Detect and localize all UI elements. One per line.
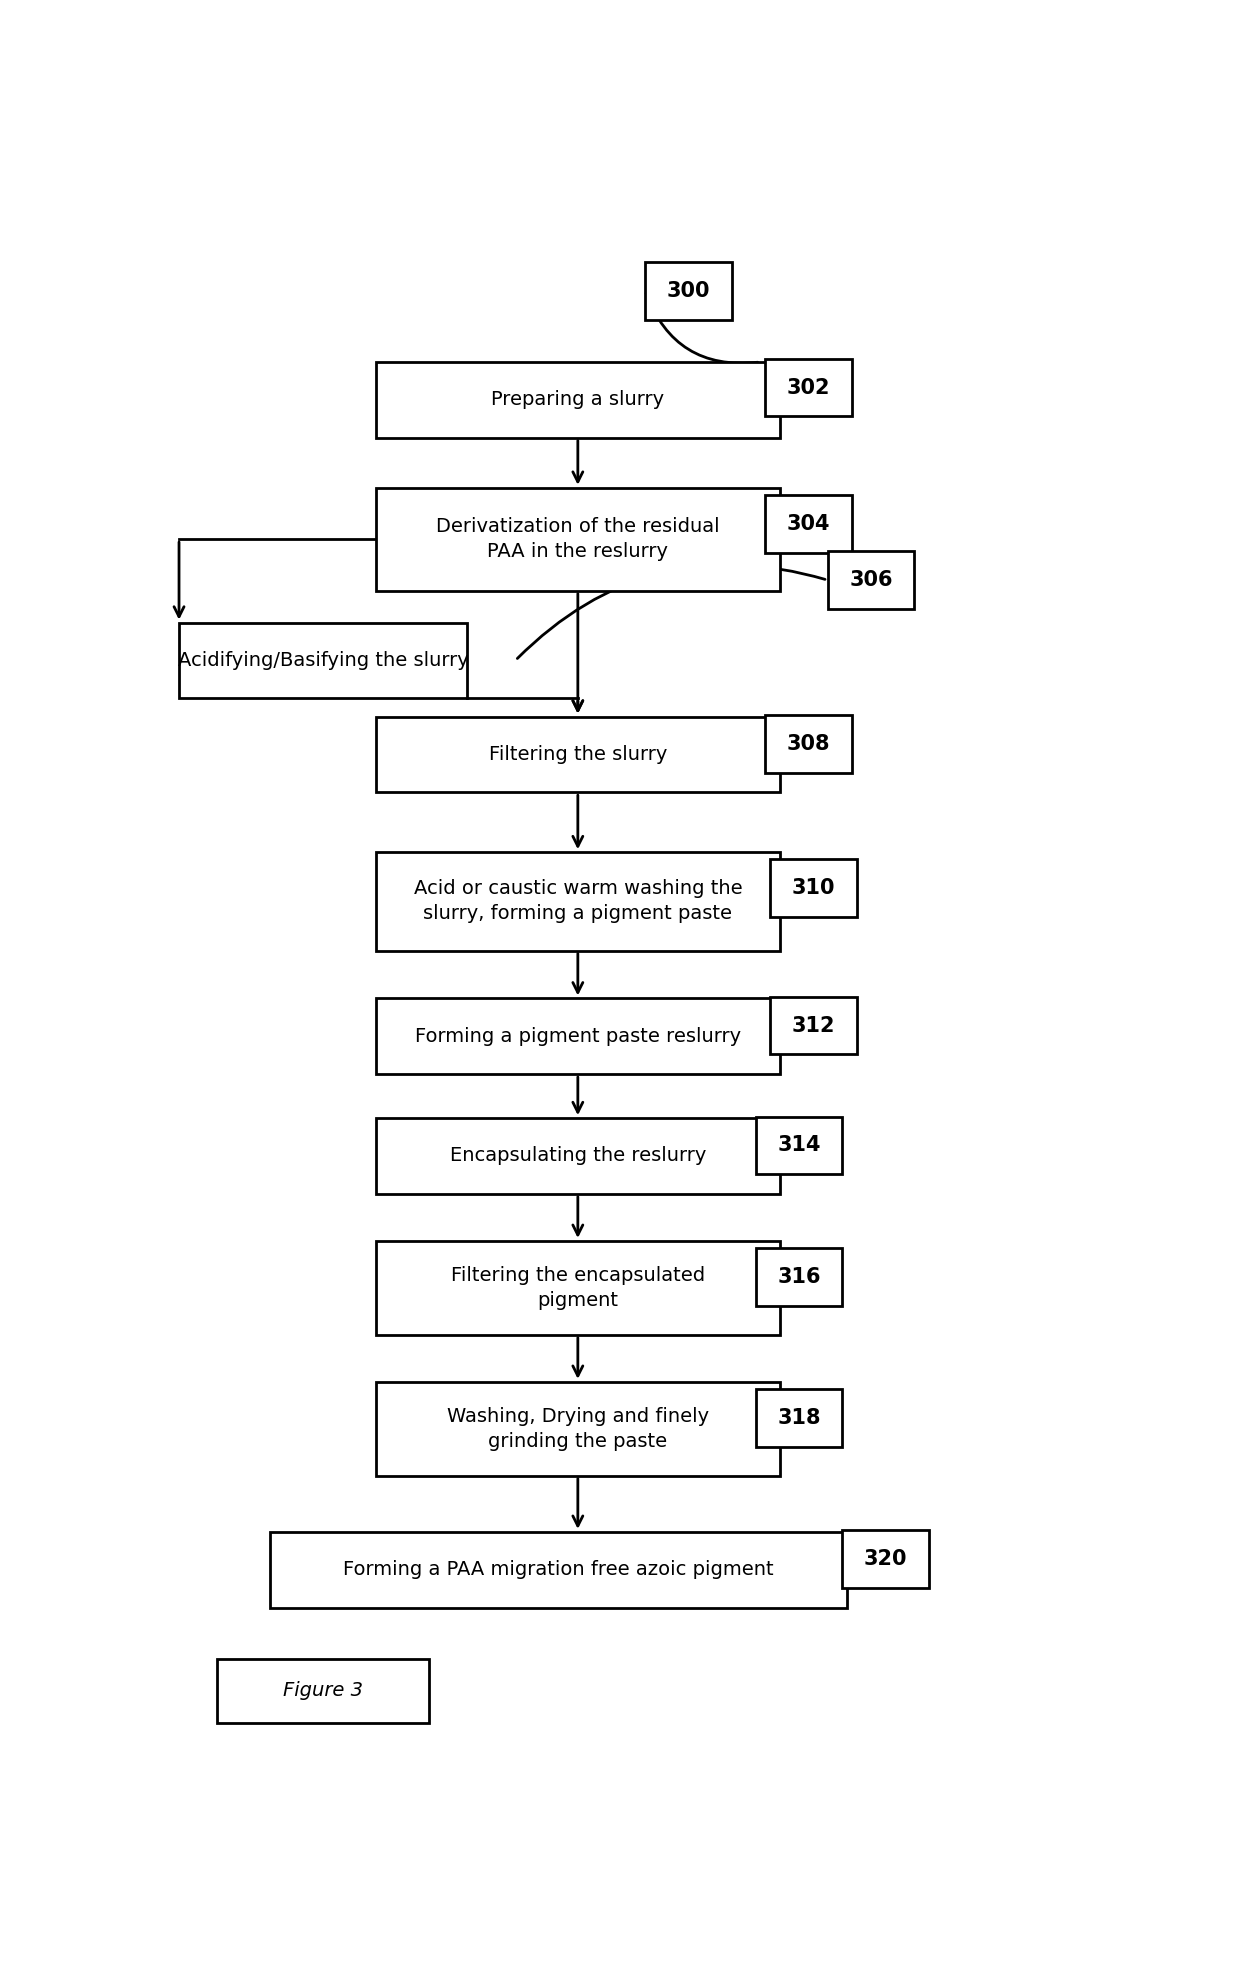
Text: 308: 308 — [786, 734, 831, 754]
Text: Washing, Drying and finely
grinding the paste: Washing, Drying and finely grinding the … — [446, 1407, 709, 1450]
Text: 312: 312 — [791, 1015, 835, 1035]
Bar — [755, 1389, 842, 1446]
Bar — [376, 998, 780, 1075]
Text: Forming a pigment paste reslurry: Forming a pigment paste reslurry — [414, 1027, 742, 1045]
Bar — [376, 852, 780, 951]
Bar — [828, 551, 914, 608]
Text: 300: 300 — [667, 281, 711, 301]
Text: 310: 310 — [791, 878, 835, 897]
Bar — [376, 1118, 780, 1195]
Bar — [376, 1382, 780, 1476]
Text: Encapsulating the reslurry: Encapsulating the reslurry — [450, 1147, 706, 1165]
Bar — [765, 358, 852, 417]
Bar — [770, 998, 857, 1055]
Text: Figure 3: Figure 3 — [283, 1681, 363, 1700]
Bar — [770, 858, 857, 917]
Bar — [376, 362, 780, 437]
Text: 306: 306 — [849, 571, 893, 590]
Bar — [270, 1531, 847, 1608]
Bar — [217, 1659, 429, 1722]
Bar — [755, 1116, 842, 1175]
Text: 320: 320 — [863, 1549, 908, 1568]
Bar — [376, 488, 780, 590]
Text: Filtering the encapsulated
pigment: Filtering the encapsulated pigment — [451, 1265, 704, 1311]
Bar — [376, 1242, 780, 1334]
Text: Forming a PAA migration free azoic pigment: Forming a PAA migration free azoic pigme… — [343, 1561, 774, 1578]
Text: Acid or caustic warm washing the
slurry, forming a pigment paste: Acid or caustic warm washing the slurry,… — [413, 880, 743, 923]
Bar — [755, 1248, 842, 1307]
Text: Filtering the slurry: Filtering the slurry — [489, 746, 667, 764]
Text: 318: 318 — [777, 1409, 821, 1429]
Bar — [376, 716, 780, 793]
Text: 316: 316 — [777, 1267, 821, 1287]
Bar — [765, 714, 852, 773]
Text: 302: 302 — [786, 378, 831, 398]
Bar — [765, 496, 852, 553]
Bar — [842, 1531, 929, 1588]
Bar — [645, 262, 732, 319]
Bar — [179, 622, 467, 699]
Text: Preparing a slurry: Preparing a slurry — [491, 390, 665, 409]
Text: 304: 304 — [786, 514, 831, 533]
Text: Derivatization of the residual
PAA in the reslurry: Derivatization of the residual PAA in th… — [436, 518, 719, 561]
Text: Acidifying/Basifying the slurry: Acidifying/Basifying the slurry — [177, 651, 469, 669]
Text: 314: 314 — [777, 1136, 821, 1155]
